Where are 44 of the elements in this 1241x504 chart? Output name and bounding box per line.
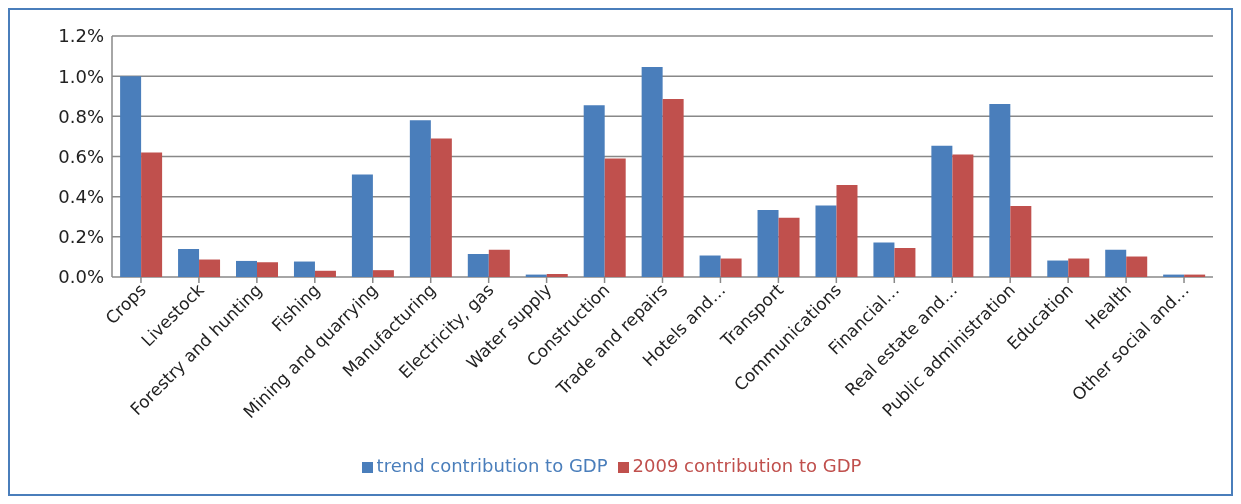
bar — [1068, 258, 1090, 277]
bar — [351, 174, 373, 277]
bar — [583, 105, 605, 277]
bar — [372, 270, 394, 277]
bar — [141, 152, 163, 277]
bar — [467, 254, 489, 277]
bar — [604, 158, 626, 277]
y-tick-label: 1.0% — [58, 65, 104, 87]
y-tick-label: 0.2% — [58, 226, 104, 248]
bar — [641, 66, 663, 277]
bar — [409, 120, 431, 277]
legend-label: 2009 contribution to GDP — [632, 455, 862, 476]
bar — [178, 248, 200, 277]
y-tick-label: 0.8% — [58, 105, 104, 127]
bar — [236, 260, 258, 277]
bar — [1047, 260, 1069, 277]
bar — [314, 270, 336, 277]
bar — [757, 209, 779, 277]
bar — [1126, 256, 1148, 277]
y-tick-label: 0.4% — [58, 186, 104, 208]
legend-label: trend contribution to GDP — [376, 455, 608, 476]
bar — [546, 273, 568, 277]
bar — [952, 154, 974, 277]
bar — [1105, 249, 1127, 277]
bar — [931, 145, 953, 277]
bar — [815, 205, 837, 277]
bar — [120, 76, 142, 277]
bar — [430, 138, 452, 277]
bar — [488, 249, 510, 277]
bar — [1010, 206, 1032, 277]
bar — [989, 103, 1011, 277]
bar — [293, 261, 315, 277]
y-tick-label: 1.2% — [58, 25, 104, 47]
bar — [199, 259, 221, 277]
bar — [836, 185, 858, 277]
bar — [662, 99, 684, 277]
bar — [894, 247, 916, 277]
bar — [699, 255, 721, 277]
y-tick-label: 0.6% — [58, 145, 104, 167]
bar — [778, 217, 800, 277]
bar — [720, 258, 742, 277]
bar — [873, 242, 895, 277]
y-tick-label: 0.0% — [58, 266, 104, 288]
bar — [257, 262, 279, 277]
